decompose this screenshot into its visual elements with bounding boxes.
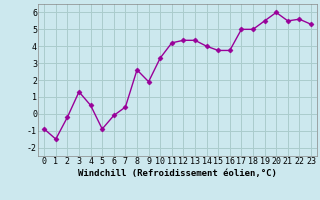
- X-axis label: Windchill (Refroidissement éolien,°C): Windchill (Refroidissement éolien,°C): [78, 169, 277, 178]
